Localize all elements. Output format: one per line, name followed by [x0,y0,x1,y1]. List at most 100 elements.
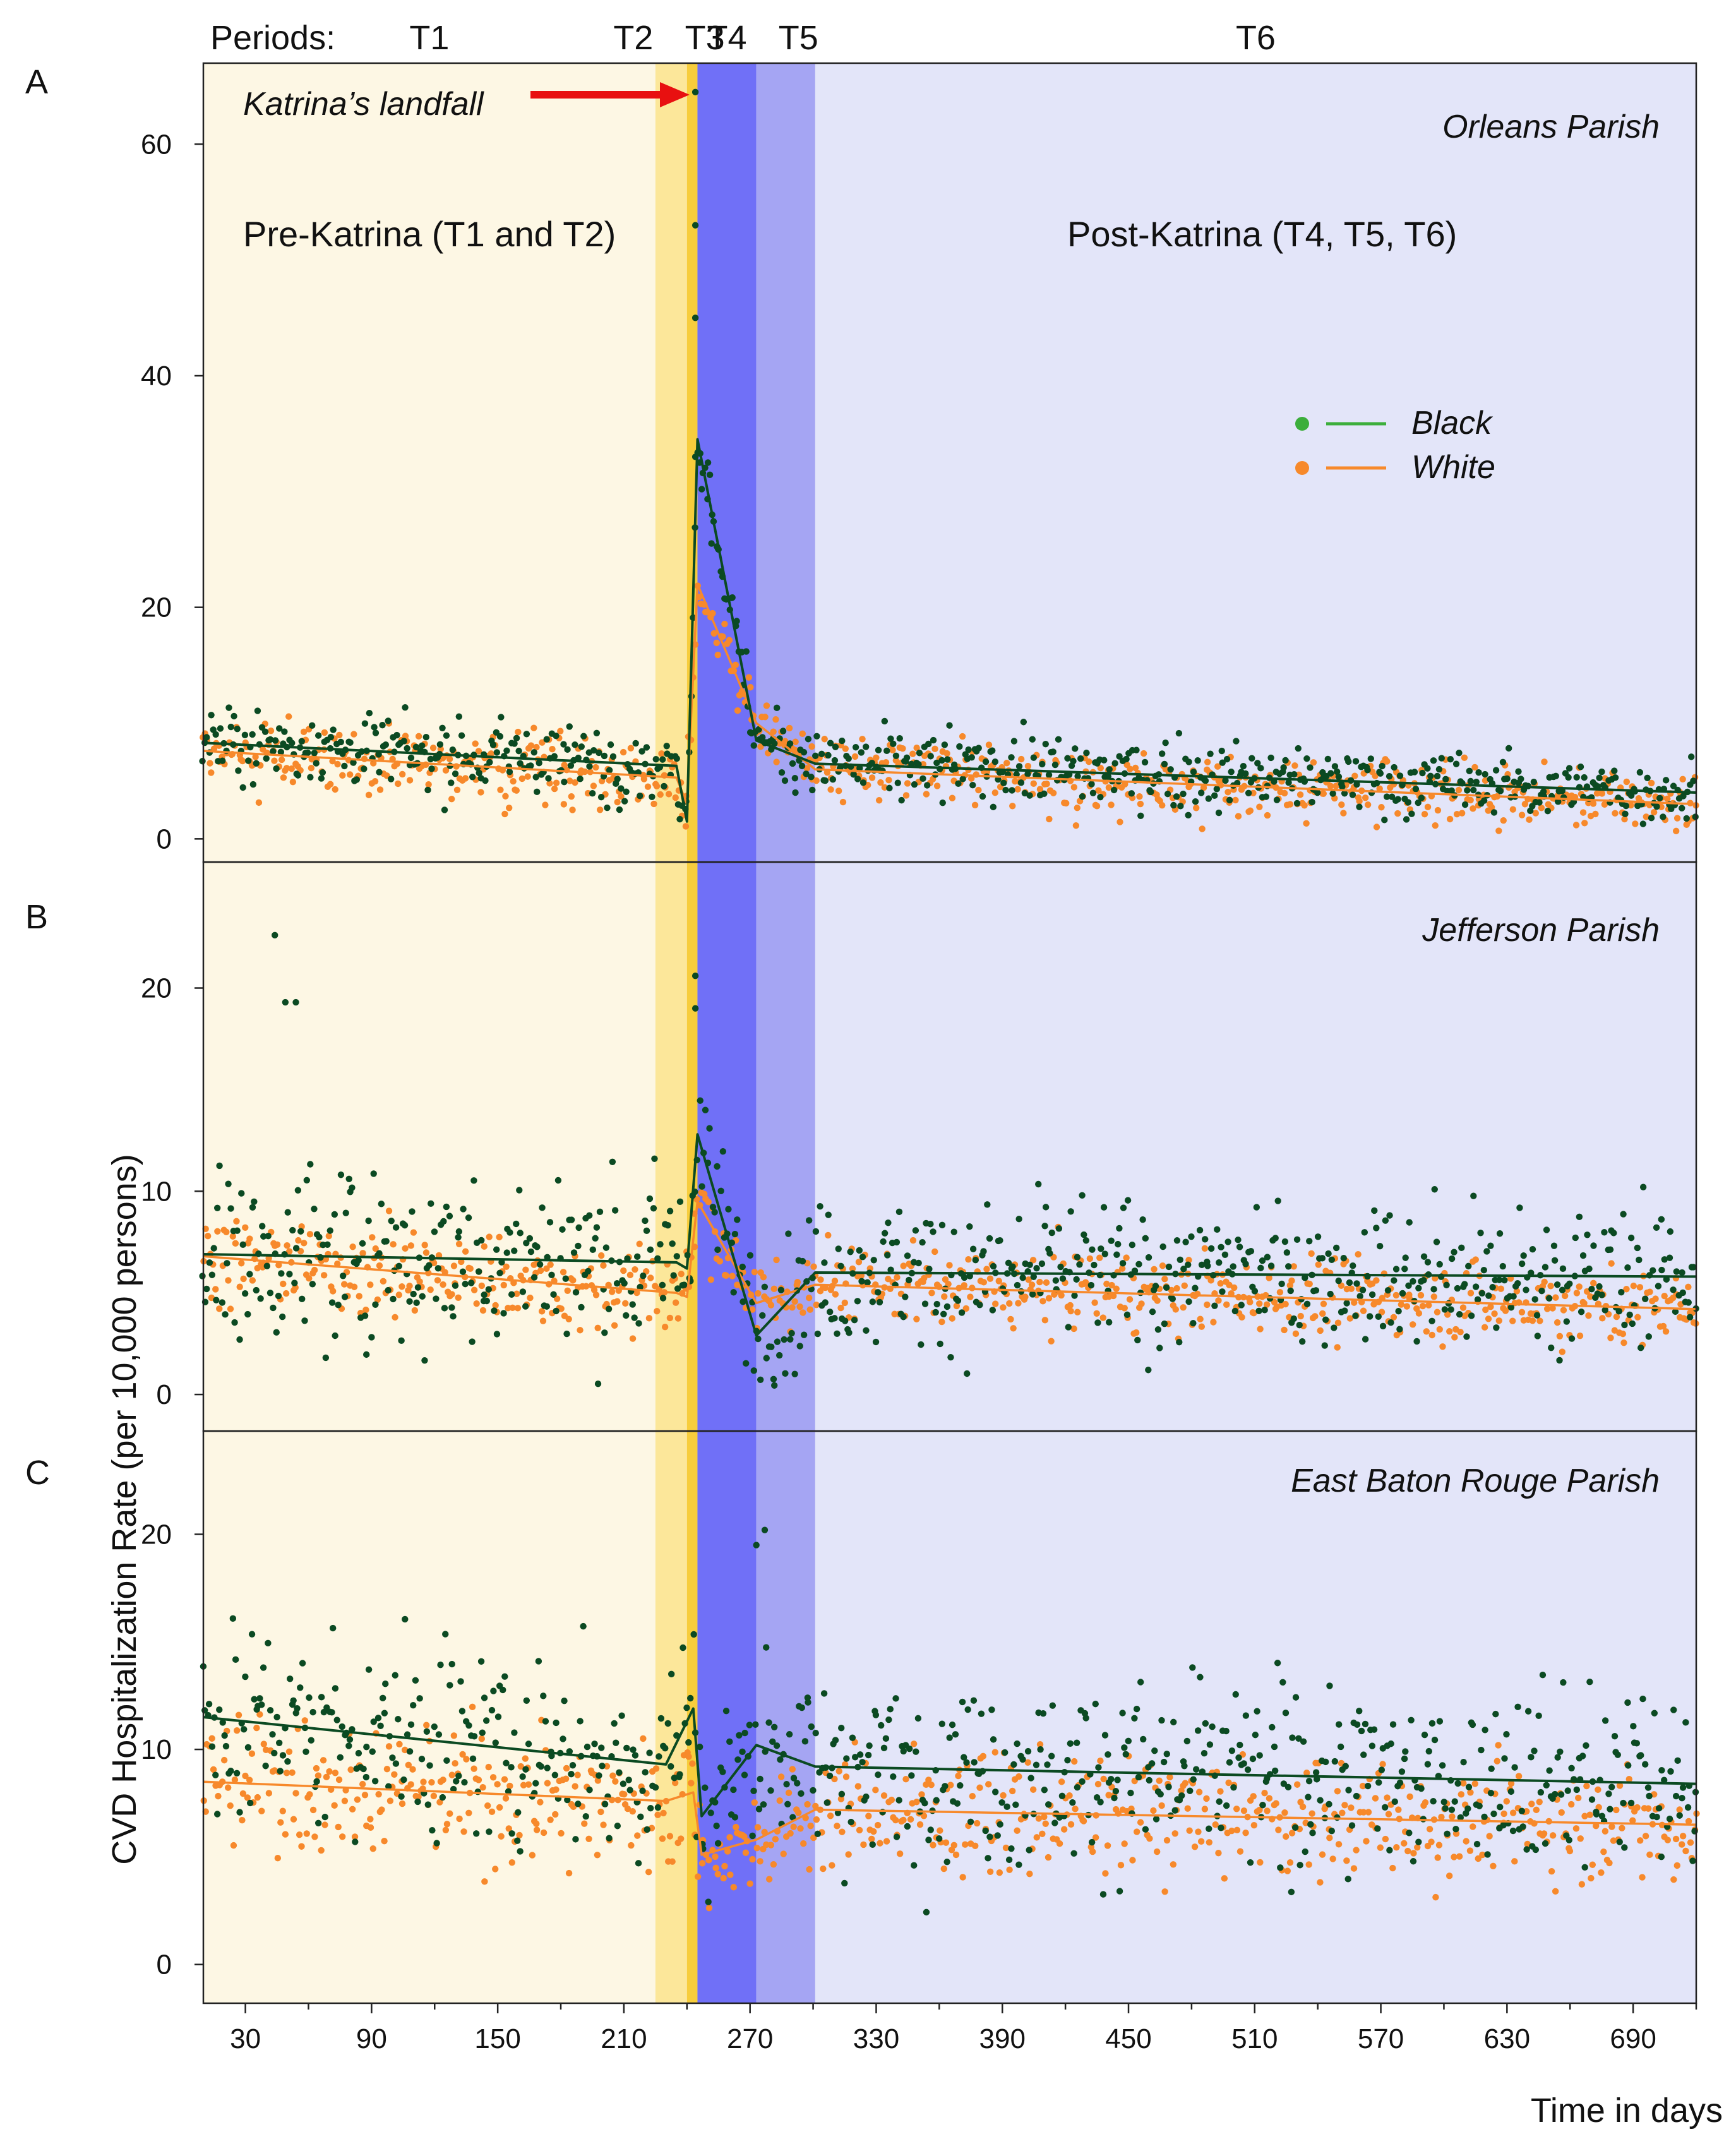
point-black [1182,1238,1189,1245]
point-white [594,1324,601,1332]
point-black [584,1743,591,1751]
point-black [1072,745,1079,752]
point-black [1401,1266,1408,1273]
point-black [1404,799,1412,806]
point-black [1122,1751,1129,1758]
point-black [311,1206,318,1213]
point-black [422,733,429,741]
point-white [1233,1826,1241,1834]
point-black [1058,1792,1066,1800]
point-black [1067,1208,1074,1215]
point-black [1135,1261,1142,1268]
point-white [513,787,520,794]
point-black [659,1281,666,1289]
point-black [208,1271,216,1278]
point-white [1060,1826,1068,1833]
point-black [1252,1731,1259,1739]
point-black [990,1262,997,1270]
point-black [203,734,210,741]
point-black [632,740,639,747]
point-black [506,1229,513,1236]
point-white [763,1841,770,1848]
point-white [653,782,661,790]
period-label-t3: T3 [685,19,725,57]
point-black [361,1312,369,1319]
point-black [1282,1710,1290,1717]
point-white [1372,772,1379,779]
point-black [400,1776,407,1783]
point-white [1446,1328,1453,1335]
point-white [1338,1282,1345,1289]
point-black [1127,1789,1134,1797]
point-black [959,1698,966,1706]
point-black [1287,1287,1294,1295]
point-white [1015,1300,1022,1307]
point-black [1259,1257,1266,1264]
point-white [938,1318,945,1326]
point-black [1322,1758,1329,1766]
point-black [1009,1263,1016,1270]
point-black [1101,757,1108,764]
point-black [1666,1815,1673,1823]
point-white [1467,1290,1475,1297]
point-black [1490,1810,1497,1818]
point-white [726,637,733,644]
point-black [321,1813,328,1821]
point-black [1598,1291,1605,1298]
point-white [306,1791,313,1798]
point-black [662,1745,669,1752]
point-black [904,1252,911,1259]
point-black [1362,1720,1369,1728]
point-white [921,1274,928,1282]
point-black [1356,803,1363,810]
point-black [866,1742,873,1749]
point-white [1376,785,1383,793]
point-black [347,739,354,746]
point-black [1406,1830,1413,1836]
point-black [1051,1819,1058,1826]
point-black [1457,1814,1464,1821]
point-black [478,1237,485,1244]
point-black [1588,1285,1595,1293]
point-black [337,1754,344,1761]
point-white [813,777,820,784]
point-white [402,733,409,740]
point-black [1238,1302,1245,1309]
point-white [1305,1861,1312,1868]
point-white [1576,1283,1583,1290]
point-white [306,1231,314,1238]
point-black [774,704,781,712]
point-white [660,1809,667,1817]
point-white [410,1229,417,1236]
point-black [1610,1230,1617,1237]
point-white [1577,1835,1584,1842]
point-white [1231,1284,1238,1291]
point-black [303,1177,311,1184]
point-black [1480,1266,1488,1274]
point-white [1045,1854,1052,1861]
point-white [525,1781,532,1788]
point-white [1543,1305,1551,1312]
point-black [832,1737,839,1744]
point-white [1207,1277,1214,1284]
point-black [332,1685,339,1692]
point-black [503,1249,510,1256]
point-black [1627,1799,1635,1807]
point-black [642,1769,649,1776]
point-white [1261,1790,1268,1797]
point-black [1055,736,1062,743]
point-black [1312,1287,1320,1294]
point-white [1415,1310,1423,1317]
point-black [942,1783,949,1790]
point-black [212,1771,219,1778]
point-white [256,1711,263,1718]
point-black [1123,755,1130,763]
point-black [781,777,789,784]
point-black [1087,1281,1095,1289]
point-black [1303,755,1310,762]
point-black [561,779,568,786]
point-white [1089,1848,1096,1855]
point-black [1142,1826,1149,1833]
point-black [1299,1338,1306,1345]
point-black [222,1311,229,1318]
